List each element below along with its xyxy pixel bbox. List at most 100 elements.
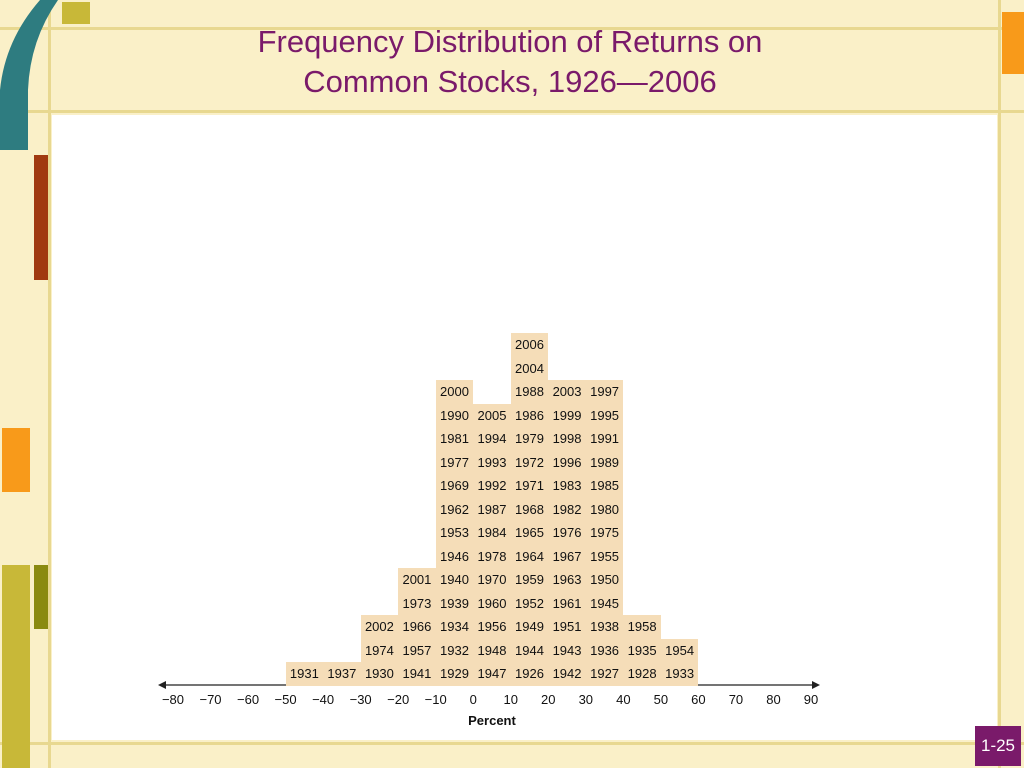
year-cell: 1957: [398, 638, 436, 663]
year-cell: 1995: [585, 403, 624, 428]
x-axis-left-arrow: [158, 681, 166, 689]
rust-bar-decoration: [34, 155, 48, 280]
year-cell: 1936: [585, 638, 624, 663]
year-cell: 1944: [510, 638, 549, 663]
year-cell: 1984: [473, 521, 511, 545]
year-cell: 1954: [660, 638, 699, 663]
year-cell: 1950: [585, 568, 624, 592]
year-cell: 1931: [285, 662, 324, 686]
year-cell: 1929: [435, 662, 474, 686]
year-cell: 1932: [435, 638, 474, 663]
x-tick-label: −50: [274, 692, 297, 707]
x-tick-label: 60: [691, 692, 706, 707]
x-tick-label: 0: [469, 692, 477, 707]
x-tick-label: 10: [503, 692, 518, 707]
year-cell: 1945: [585, 591, 624, 616]
x-tick-label: −60: [237, 692, 260, 707]
year-cell: 1942: [548, 662, 586, 686]
year-cell: 1996: [548, 450, 586, 475]
year-cell: 1994: [473, 427, 511, 451]
year-cell: 1948: [473, 638, 511, 663]
title-line-2: Common Stocks, 1926—2006: [303, 64, 717, 99]
year-cell: 1934: [435, 615, 474, 639]
year-cell: 1992: [473, 474, 511, 498]
year-cell: 1947: [473, 662, 511, 686]
year-cell: 1933: [660, 662, 699, 686]
year-cell: 1989: [585, 450, 624, 475]
olive-bar-decoration: [34, 565, 48, 629]
x-axis-right-arrow: [812, 681, 820, 689]
year-cell: 1979: [510, 427, 549, 451]
year-cell: 1930: [360, 662, 399, 686]
year-cell: 1965: [510, 521, 549, 545]
year-cell: 1998: [548, 427, 586, 451]
year-cell: 1949: [510, 615, 549, 639]
year-cell: 1972: [510, 450, 549, 475]
year-cell: 1971: [510, 474, 549, 498]
year-cell: 1937: [323, 662, 361, 686]
year-cell: 2006: [510, 333, 549, 357]
x-axis-title: Percent: [468, 713, 516, 728]
x-tick-label: −30: [349, 692, 372, 707]
year-cell: 1955: [585, 544, 624, 569]
year-cell: 1978: [473, 544, 511, 569]
orange-block-right-decoration: [1002, 12, 1024, 74]
year-cell: 1986: [510, 403, 549, 428]
orange-block-left-decoration: [2, 428, 30, 492]
year-cell: 1968: [510, 497, 549, 522]
year-cell: 1946: [435, 544, 474, 569]
year-cell: 1982: [548, 497, 586, 522]
teal-swoosh-decoration: [0, 0, 58, 150]
olive-square-decoration: [62, 2, 90, 24]
year-cell: 1988: [510, 380, 549, 404]
year-cell: 1956: [473, 615, 511, 639]
year-cell: 1940: [435, 568, 474, 592]
year-cell: 2005: [473, 403, 511, 428]
year-cell: 1959: [510, 568, 549, 592]
year-cell: 1927: [585, 662, 624, 686]
year-cell: 1958: [623, 615, 661, 639]
x-tick-label: −40: [312, 692, 335, 707]
year-cell: 1987: [473, 497, 511, 522]
x-tick-label: 30: [578, 692, 594, 707]
x-tick-label: −20: [387, 692, 410, 707]
year-cell: 1974: [360, 638, 399, 663]
year-cell: 1938: [585, 615, 624, 639]
year-cell: 2003: [548, 380, 586, 404]
x-tick-label: −70: [199, 692, 222, 707]
year-cell: 1991: [585, 427, 624, 451]
year-cell: 1969: [435, 474, 474, 498]
year-cell: 1966: [398, 615, 436, 639]
year-cell: 1962: [435, 497, 474, 522]
year-cell: 1961: [548, 591, 586, 616]
year-cell: 1981: [435, 427, 474, 451]
year-cell: 1941: [398, 662, 436, 686]
year-cell: 1970: [473, 568, 511, 592]
year-cell: 1985: [585, 474, 624, 498]
x-tick-label: 50: [653, 692, 669, 707]
year-cell: 2001: [398, 568, 436, 592]
year-cell: 1928: [623, 662, 661, 686]
frame-line-header-bottom: [0, 110, 1024, 113]
x-tick-label: −80: [161, 692, 185, 707]
x-tick-label: 40: [616, 692, 631, 707]
year-cell: 1953: [435, 521, 474, 545]
x-tick-label: 80: [766, 692, 781, 707]
x-tick-label: −10: [424, 692, 447, 707]
year-cell: 1976: [548, 521, 586, 545]
year-cell: 1999: [548, 403, 586, 428]
year-cell: 2002: [360, 615, 399, 639]
frame-line-bottom: [0, 742, 1024, 745]
year-cell: 1990: [435, 403, 474, 428]
year-cell: 1980: [585, 497, 624, 522]
year-cell: 1964: [510, 544, 549, 569]
year-cell: 1952: [510, 591, 549, 616]
year-cell: 1997: [585, 380, 624, 404]
year-cell: 1975: [585, 521, 624, 545]
frame-line-left: [48, 0, 51, 768]
x-tick-label: 90: [803, 692, 819, 707]
yellowgreen-block-decoration: [2, 565, 30, 768]
year-cell: 2000: [435, 380, 474, 404]
year-cell: 1939: [435, 591, 474, 616]
